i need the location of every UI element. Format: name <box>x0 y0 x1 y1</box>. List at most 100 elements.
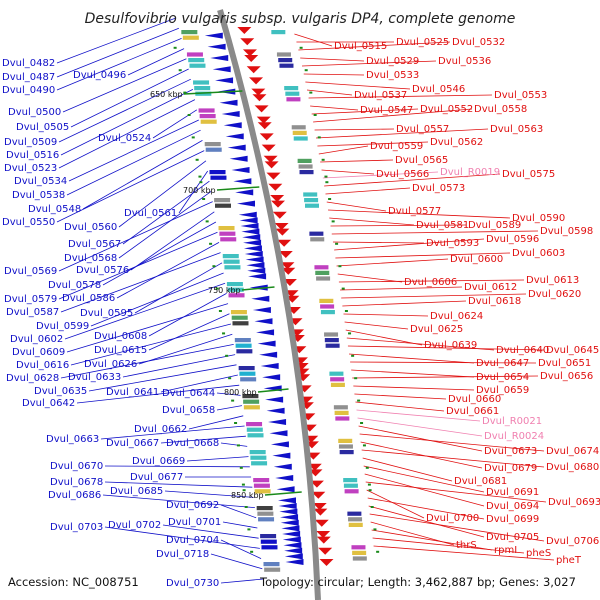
gene-label-right[interactable]: Dvul_0647 <box>476 358 529 369</box>
gene-label-left[interactable]: Dvul_0587 <box>6 307 59 318</box>
gene-label-right[interactable]: Dvul_0600 <box>450 254 503 265</box>
gene-label-right[interactable]: Dvul_R0019 <box>440 167 500 178</box>
gene-label-right[interactable]: Dvul_0536 <box>438 56 491 67</box>
gene-label-right[interactable]: Dvul_0533 <box>366 70 419 81</box>
gene-label-right[interactable]: Dvul_0693 <box>548 497 600 508</box>
gene-label-left[interactable]: Dvul_0662 <box>134 424 187 435</box>
gene-label-right[interactable]: Dvul_0705 <box>486 532 539 543</box>
gene-label-left[interactable]: Dvul_0505 <box>16 122 69 133</box>
gene-label-right[interactable]: Dvul_0566 <box>376 169 429 180</box>
gene-label-right[interactable]: Dvul_0529 <box>366 56 419 67</box>
gene-label-right[interactable]: Dvul_0557 <box>396 124 449 135</box>
gene-label-left[interactable]: Dvul_0578 <box>48 280 101 291</box>
gene-label-right[interactable]: Dvul_0537 <box>354 90 407 101</box>
gene-label-left[interactable]: Dvul_0609 <box>12 347 65 358</box>
gene-label-right[interactable]: Dvul_0660 <box>448 394 501 405</box>
gene-label-left[interactable]: Dvul_0602 <box>10 334 63 345</box>
gene-label-right[interactable]: Dvul_0700 <box>426 513 479 524</box>
gene-label-left[interactable]: Dvul_0567 <box>68 239 121 250</box>
gene-label-left[interactable]: Dvul_0490 <box>2 85 55 96</box>
gene-label-right[interactable]: Dvul_0681 <box>454 476 507 487</box>
gene-label-right[interactable]: Dvul_0515 <box>334 41 387 52</box>
gene-label-left[interactable]: Dvul_0702 <box>108 520 161 531</box>
gene-label-left[interactable]: Dvul_0579 <box>4 294 57 305</box>
gene-label-left[interactable]: Dvul_0561 <box>124 208 177 219</box>
gene-label-left[interactable]: Dvul_0658 <box>162 405 215 416</box>
gene-label-left[interactable]: Dvul_0626 <box>84 359 137 370</box>
gene-label-left[interactable]: Dvul_0628 <box>6 373 59 384</box>
gene-label-right[interactable]: Dvul_0612 <box>464 282 517 293</box>
gene-label-right[interactable]: Dvul_0525 <box>396 37 449 48</box>
gene-label-left[interactable]: Dvul_0667 <box>106 438 159 449</box>
gene-label-right[interactable]: Dvul_0691 <box>486 487 539 498</box>
gene-label-left[interactable]: Dvul_0586 <box>62 293 115 304</box>
gene-label-left[interactable]: Dvul_0704 <box>166 535 219 546</box>
gene-label-right[interactable]: Dvul_0589 <box>468 220 521 231</box>
gene-label-left[interactable]: Dvul_0668 <box>166 438 219 449</box>
gene-label-right[interactable]: Dvul_0625 <box>410 324 463 335</box>
gene-label-right[interactable]: Dvul_R0024 <box>484 431 544 442</box>
gene-label-right[interactable]: Dvul_0598 <box>540 226 593 237</box>
gene-label-left[interactable]: Dvul_0523 <box>4 163 57 174</box>
gene-label-right[interactable]: Dvul_0613 <box>526 275 579 286</box>
gene-label-left[interactable]: Dvul_0669 <box>132 456 185 467</box>
gene-label-right[interactable]: Dvul_0590 <box>512 213 565 224</box>
gene-label-left[interactable]: Dvul_0550 <box>2 217 55 228</box>
gene-label-right[interactable]: Dvul_0593 <box>426 238 479 249</box>
gene-label-left[interactable]: Dvul_0500 <box>8 107 61 118</box>
gene-label-left[interactable]: Dvul_0534 <box>14 176 67 187</box>
gene-label-right[interactable]: rpmI <box>494 545 517 556</box>
gene-label-left[interactable]: Dvul_0516 <box>6 150 59 161</box>
gene-label-left[interactable]: Dvul_0701 <box>168 517 221 528</box>
gene-label-right[interactable]: Dvul_0680 <box>546 462 599 473</box>
gene-label-right[interactable]: Dvul_0546 <box>412 84 465 95</box>
gene-label-right[interactable]: Dvul_0651 <box>538 358 591 369</box>
gene-label-left[interactable]: Dvul_0524 <box>98 133 151 144</box>
gene-label-left[interactable]: Dvul_0703 <box>50 522 103 533</box>
gene-label-right[interactable]: Dvul_0563 <box>490 124 543 135</box>
gene-label-left[interactable]: Dvul_0569 <box>4 266 57 277</box>
gene-label-left[interactable]: Dvul_0730 <box>166 578 219 589</box>
gene-label-left[interactable]: Dvul_0487 <box>2 72 55 83</box>
gene-label-right[interactable]: Dvul_0659 <box>476 385 529 396</box>
gene-label-left[interactable]: Dvul_0560 <box>64 222 117 233</box>
gene-label-right[interactable]: Dvul_0706 <box>546 536 599 547</box>
gene-label-right[interactable]: Dvul_0553 <box>494 90 547 101</box>
gene-label-right[interactable]: Dvul_0645 <box>546 345 599 356</box>
gene-label-right[interactable]: Dvul_0559 <box>370 141 423 152</box>
gene-label-right[interactable]: Dvul_0552 <box>420 104 473 115</box>
gene-label-right[interactable]: Dvul_0656 <box>540 371 593 382</box>
gene-label-left[interactable]: Dvul_0599 <box>36 321 89 332</box>
gene-label-left[interactable]: Dvul_0678 <box>50 477 103 488</box>
gene-label-left[interactable]: Dvul_0670 <box>50 461 103 472</box>
gene-label-right[interactable]: Dvul_0673 <box>484 446 537 457</box>
gene-label-right[interactable]: Dvul_0699 <box>486 514 539 525</box>
gene-label-right[interactable]: Dvul_0618 <box>468 296 521 307</box>
gene-label-right[interactable]: Dvul_0679 <box>484 463 537 474</box>
gene-label-right[interactable]: Dvul_0624 <box>430 311 483 322</box>
gene-label-left[interactable]: Dvul_0692 <box>166 500 219 511</box>
gene-label-left[interactable]: Dvul_0576 <box>76 265 129 276</box>
gene-label-right[interactable]: Dvul_0639 <box>424 340 477 351</box>
gene-label-right[interactable]: Dvul_0620 <box>528 289 581 300</box>
gene-label-left[interactable]: Dvul_0616 <box>16 360 69 371</box>
gene-label-left[interactable]: Dvul_0482 <box>2 58 55 69</box>
gene-label-right[interactable]: Dvul_0674 <box>546 446 599 457</box>
gene-label-left[interactable]: Dvul_0718 <box>156 549 209 560</box>
gene-label-right[interactable]: Dvul_0562 <box>430 137 483 148</box>
gene-label-right[interactable]: thrS <box>456 540 477 551</box>
gene-label-right[interactable]: Dvul_0565 <box>395 155 448 166</box>
gene-label-left[interactable]: Dvul_0677 <box>130 472 183 483</box>
gene-label-left[interactable]: Dvul_0496 <box>73 70 126 81</box>
gene-label-right[interactable]: Dvul_0547 <box>360 105 413 116</box>
gene-label-right[interactable]: Dvul_0577 <box>388 206 441 217</box>
gene-label-left[interactable]: Dvul_0686 <box>48 490 101 501</box>
gene-label-right[interactable]: Dvul_0694 <box>486 501 539 512</box>
gene-label-left[interactable]: Dvul_0635 <box>34 386 87 397</box>
gene-label-right[interactable]: Dvul_0596 <box>486 234 539 245</box>
gene-label-left[interactable]: Dvul_0568 <box>64 253 117 264</box>
gene-label-left[interactable]: Dvul_0633 <box>68 372 121 383</box>
gene-label-left[interactable]: Dvul_0642 <box>22 398 75 409</box>
gene-label-right[interactable]: Dvul_0603 <box>512 248 565 259</box>
gene-label-right[interactable]: Dvul_0654 <box>476 372 529 383</box>
